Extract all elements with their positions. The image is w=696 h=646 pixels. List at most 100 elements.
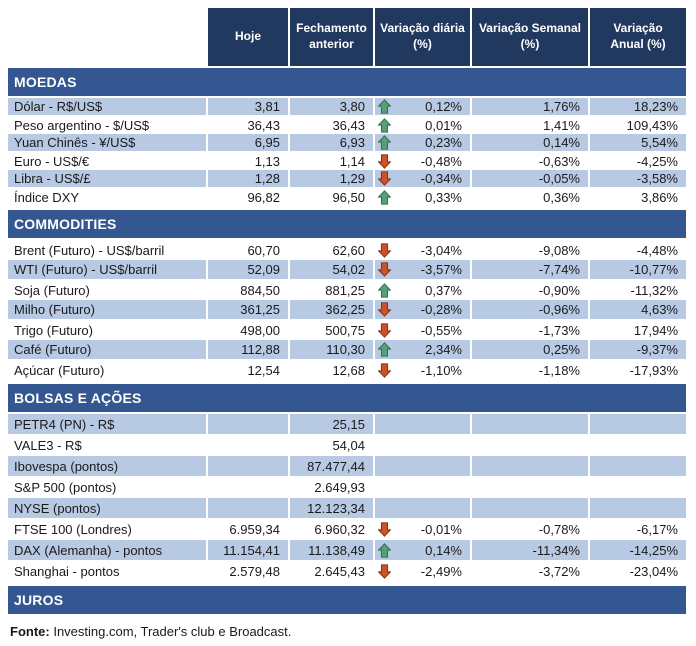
anterior-cell: 3,80 — [290, 98, 375, 116]
table-row: Índice DXY 96,82 96,50 0,33% 0,36% 3,86% — [8, 188, 686, 206]
variacao-diaria-value: 0,23% — [425, 135, 462, 150]
down-arrow-icon — [378, 522, 392, 537]
variacao-diaria-value: -2,49% — [420, 564, 462, 579]
arrow-placeholder — [378, 501, 392, 516]
semanal-cell: -11,34% — [472, 540, 590, 561]
down-arrow-icon — [378, 171, 392, 186]
anual-cell: 3,86% — [590, 188, 686, 206]
variacao-diaria-value: 0,37% — [425, 282, 462, 298]
row-label-cell: S&P 500 (pontos) — [8, 477, 208, 498]
variacao-diaria-cell: -0,34% — [375, 170, 472, 188]
anterior-cell: 6.960,32 — [290, 519, 375, 540]
source-note: Fonte: Investing.com, Trader's club e Br… — [8, 624, 696, 639]
source-text: Investing.com, Trader's club e Broadcast… — [49, 624, 292, 639]
semanal-cell: 1,76% — [472, 98, 590, 116]
variacao-diaria-cell — [375, 477, 472, 498]
anual-cell — [590, 435, 686, 456]
table-row: Açúcar (Futuro) 12,54 12,68 -1,10% -1,18% -17… — [8, 360, 686, 380]
anual-cell: -4,25% — [590, 152, 686, 170]
table-row: Dólar - R$/US$ 3,81 3,80 0,12% 1,76% 18,23% — [8, 98, 686, 116]
variacao-diaria-cell: -3,57% — [375, 260, 472, 280]
row-label-cell: Açúcar (Futuro) — [8, 360, 208, 380]
anual-cell: -11,32% — [590, 280, 686, 300]
anterior-cell: 881,25 — [290, 280, 375, 300]
hoje-cell: 6.959,34 — [208, 519, 290, 540]
arrow-placeholder — [378, 438, 392, 453]
anterior-cell: 2.645,43 — [290, 561, 375, 582]
column-header-line: (%) — [520, 37, 540, 51]
variacao-diaria-value: -1,10% — [420, 362, 462, 378]
anterior-cell: 1,14 — [290, 152, 375, 170]
variacao-diaria-cell — [375, 456, 472, 477]
variacao-diaria-value: -0,01% — [420, 522, 462, 537]
variacao-diaria-value: -0,28% — [420, 302, 462, 317]
semanal-cell: 0,25% — [472, 340, 590, 360]
table-row: Trigo (Futuro) 498,00 500,75 -0,55% -1,73% 17… — [8, 320, 686, 340]
variacao-diaria-value: -0,55% — [420, 322, 462, 338]
header-empty-cell — [8, 8, 208, 66]
semanal-cell: -7,74% — [472, 260, 590, 280]
row-label-cell: VALE3 - R$ — [8, 435, 208, 456]
hoje-cell: 6,95 — [208, 134, 290, 152]
anual-cell: -9,37% — [590, 340, 686, 360]
variacao-diaria-value: 0,33% — [425, 189, 462, 205]
hoje-cell: 1,13 — [208, 152, 290, 170]
column-header-line: Variação — [613, 21, 663, 36]
hoje-cell: 1,28 — [208, 170, 290, 188]
hoje-cell — [208, 456, 290, 477]
variacao-diaria-cell: 0,23% — [375, 134, 472, 152]
variacao-diaria-cell: -2,49% — [375, 561, 472, 582]
row-label-cell: Ibovespa (pontos) — [8, 456, 208, 477]
hoje-cell: 60,70 — [208, 240, 290, 260]
anual-cell: 4,63% — [590, 300, 686, 320]
table-row: Euro - US$/€ 1,13 1,14 -0,48% -0,63% -4,25% — [8, 152, 686, 170]
semanal-cell: -9,08% — [472, 240, 590, 260]
anual-cell: -6,17% — [590, 519, 686, 540]
table-row: DAX (Alemanha) - pontos 11.154,41 11.138,4… — [8, 540, 686, 561]
column-header-variacao-diaria: Variação diária (%) — [375, 8, 472, 66]
table-row: FTSE 100 (Londres) 6.959,34 6.960,32 -0,01%… — [8, 519, 686, 540]
hoje-cell: 12,54 — [208, 360, 290, 380]
hoje-cell — [208, 498, 290, 519]
hoje-cell: 11.154,41 — [208, 540, 290, 561]
anterior-cell: 54,04 — [290, 435, 375, 456]
anual-cell — [590, 498, 686, 519]
table-row: Peso argentino - $/US$ 36,43 36,43 0,01% 1,4… — [8, 116, 686, 134]
row-label-cell: DAX (Alemanha) - pontos — [8, 540, 208, 561]
semanal-cell: 0,36% — [472, 188, 590, 206]
column-header-fechamento-anterior: Fechamento anterior — [290, 8, 375, 66]
anterior-cell: 12,68 — [290, 360, 375, 380]
column-header-variacao-anual: Variação Anual (%) — [590, 8, 686, 66]
row-label-cell: NYSE (pontos) — [8, 498, 208, 519]
row-label-cell: Milho (Futuro) — [8, 300, 208, 320]
hoje-cell: 52,09 — [208, 260, 290, 280]
variacao-diaria-value: 0,14% — [425, 542, 462, 558]
variacao-diaria-cell: -0,55% — [375, 320, 472, 340]
hoje-cell: 361,25 — [208, 300, 290, 320]
anual-cell: -14,25% — [590, 540, 686, 561]
hoje-cell — [208, 435, 290, 456]
table-row: S&P 500 (pontos) 2.649,93 — [8, 477, 686, 498]
variacao-diaria-cell: -0,48% — [375, 152, 472, 170]
anual-cell: -4,48% — [590, 240, 686, 260]
table-row: NYSE (pontos) 12.123,34 — [8, 498, 686, 519]
row-label-cell: PETR4 (PN) - R$ — [8, 414, 208, 435]
semanal-cell — [472, 435, 590, 456]
column-header-variacao-semanal: Variação Semanal (%) — [472, 8, 590, 66]
variacao-diaria-value: -3,57% — [420, 262, 462, 277]
down-arrow-icon — [378, 322, 392, 338]
variacao-diaria-cell — [375, 498, 472, 519]
row-label-cell: WTI (Futuro) - US$/barril — [8, 260, 208, 280]
row-label-cell: Índice DXY — [8, 188, 208, 206]
section-header-moedas: MOEDAS — [8, 68, 686, 96]
section-header-bolsas-e-acoes: BOLSAS E AÇÕES — [8, 384, 686, 412]
semanal-cell: -1,73% — [472, 320, 590, 340]
down-arrow-icon — [378, 564, 392, 579]
semanal-cell: -0,63% — [472, 152, 590, 170]
up-arrow-icon — [378, 117, 392, 133]
variacao-diaria-cell: -3,04% — [375, 240, 472, 260]
variacao-diaria-value: 2,34% — [425, 342, 462, 357]
table-row: Ibovespa (pontos) 87.477,44 — [8, 456, 686, 477]
up-arrow-icon — [378, 99, 392, 114]
